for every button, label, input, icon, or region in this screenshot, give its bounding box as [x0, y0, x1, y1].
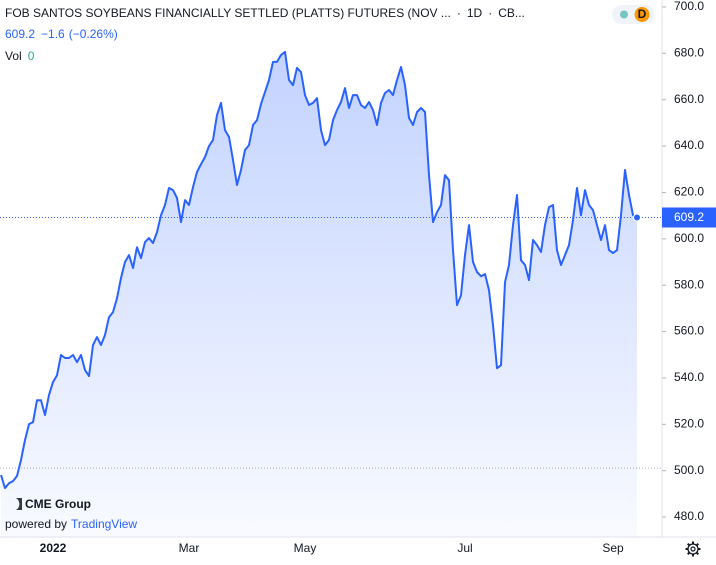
logo-brand: CME Group	[25, 497, 91, 511]
powered-by: powered by TradingView	[5, 517, 137, 531]
change-percent: (−0.26%)	[69, 27, 118, 41]
y-tick-label: 620.0	[674, 185, 704, 199]
status-badges[interactable]: D	[612, 5, 654, 24]
x-tick-label: Jul	[457, 541, 472, 555]
last-price: 609.2	[5, 27, 35, 41]
interval: 1D	[467, 6, 483, 20]
y-tick-label: 500.0	[674, 463, 704, 477]
quote-line: 609.2 −1.6 (−0.26%)	[5, 27, 118, 41]
separator: ·	[488, 6, 492, 20]
y-tick-label: 640.0	[674, 138, 704, 152]
price-line	[0, 50, 638, 490]
x-tick-label: May	[294, 541, 317, 555]
settings-button[interactable]	[685, 541, 701, 557]
y-tick-label: 600.0	[674, 231, 704, 245]
y-tick-label: 560.0	[674, 324, 704, 338]
x-tick-label: Mar	[179, 541, 200, 555]
y-tick-label: 520.0	[674, 416, 704, 430]
symbol: FOB SANTOS SOYBEANS FINANCIALLY SETTLED …	[5, 6, 451, 20]
delay-badge-text: D	[638, 7, 647, 21]
last-price-box	[662, 207, 716, 228]
y-tick-label: 540.0	[674, 370, 704, 384]
y-tick-label: 700.0	[674, 0, 704, 13]
x-tick-label: 2022	[40, 541, 67, 555]
delay-badge	[634, 7, 650, 22]
logo-mark	[7, 497, 22, 511]
separator: ·	[457, 6, 461, 20]
volume-label: Vol	[5, 49, 22, 63]
y-tick-label: 660.0	[674, 92, 704, 106]
y-tick-label: 480.0	[674, 509, 704, 523]
area-fill	[1, 51, 637, 538]
symbol-title: FOB SANTOS SOYBEANS FINANCIALLY SETTLED …	[5, 6, 525, 20]
logo[interactable]: CME Group powered by TradingView	[5, 497, 137, 531]
y-tick-label: 580.0	[674, 277, 704, 291]
y-tick-label: 680.0	[674, 46, 704, 60]
plot-area	[0, 50, 662, 538]
change: −1.6	[41, 27, 65, 41]
last-price-dot	[633, 213, 641, 222]
last-price-label: 609.2	[674, 210, 704, 224]
exchange: CB...	[498, 6, 525, 20]
volume: Vol 0	[5, 49, 35, 63]
x-tick-label: Sep	[602, 541, 624, 555]
provider: TradingView	[71, 517, 137, 531]
market-status-dot	[620, 10, 628, 19]
volume-value: 0	[28, 49, 35, 63]
powered-by-text: powered by	[5, 517, 67, 531]
